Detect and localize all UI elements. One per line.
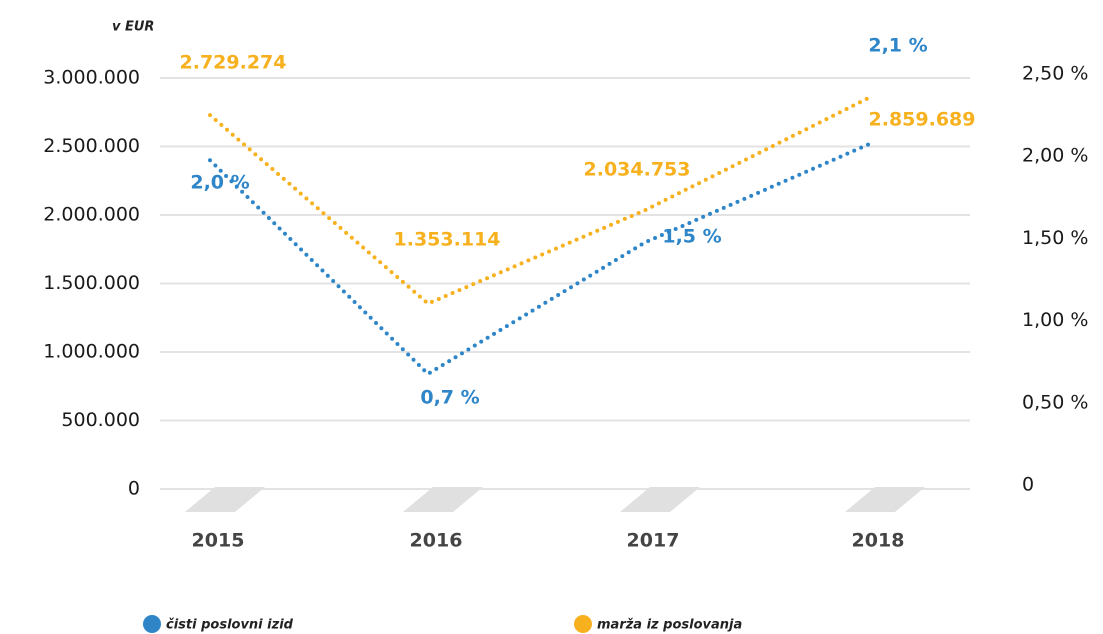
y-tick-label: 2.000.000 — [43, 204, 140, 226]
y2-tick-label: 1,00 % — [1022, 309, 1088, 331]
data-label: 1,5 % — [662, 226, 721, 248]
series-line — [208, 141, 872, 377]
y-axis-label: v EUR — [112, 20, 154, 35]
y-tick-label: 2.500.000 — [43, 135, 140, 157]
base-stripe — [185, 487, 265, 512]
x-tick-label: 2018 — [852, 530, 905, 552]
y-tick-label: 500.000 — [61, 409, 140, 431]
y-tick-label: 3.000.000 — [43, 67, 140, 89]
series-line — [208, 95, 872, 306]
y-tick-label: 0 — [128, 478, 140, 500]
base-stripe — [845, 487, 925, 512]
data-label: 2.859.689 — [869, 109, 976, 131]
legend-marker — [143, 615, 161, 633]
data-label: 2,0 % — [190, 172, 249, 194]
x-tick-label: 2017 — [627, 530, 680, 552]
base-stripe — [620, 487, 700, 512]
data-label: 1.353.114 — [394, 229, 501, 251]
data-label: 2.729.274 — [180, 52, 287, 74]
y2-tick-label: 2,00 % — [1022, 145, 1088, 167]
y2-tick-label: 0 — [1022, 474, 1034, 496]
data-label: 2.034.753 — [584, 159, 691, 181]
y2-tick-label: 1,50 % — [1022, 227, 1088, 249]
data-label: 2,1 % — [868, 35, 927, 57]
y-tick-label: 1.500.000 — [43, 272, 140, 294]
x-tick-label: 2015 — [192, 530, 245, 552]
legend-marker — [574, 615, 592, 633]
base-stripe — [403, 487, 483, 512]
y2-tick-label: 2,50 % — [1022, 63, 1088, 85]
data-label: 0,7 % — [420, 387, 479, 409]
y2-tick-label: 0,50 % — [1022, 391, 1088, 413]
legend-label: marža iz poslovanja — [597, 618, 742, 633]
y-tick-label: 1.000.000 — [43, 341, 140, 363]
x-tick-label: 2016 — [410, 530, 463, 552]
legend-label: čisti poslovni izid — [166, 618, 294, 633]
